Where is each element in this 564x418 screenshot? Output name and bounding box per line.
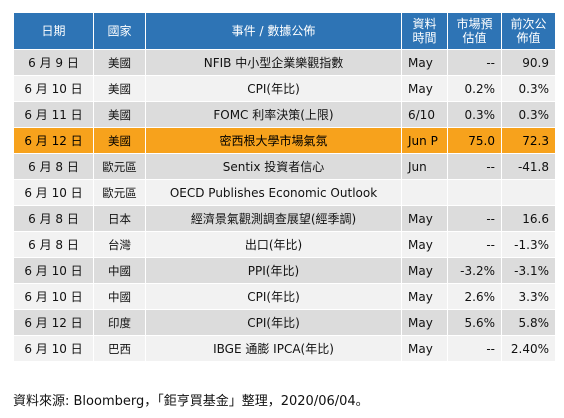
table-header: 日期 國家 事件 / 數據公佈 資料時間 市場預估值 前次公佈值 xyxy=(13,12,556,50)
cell-country: 台灣 xyxy=(93,231,146,258)
table-body: 6 月 9 日美國 NFIB 中小型企業樂觀指數 May -- 90.9 6 月 10 日… xyxy=(13,49,556,362)
table-row: 6 月 8 日台灣 出口(年比) May -- -1.3% xyxy=(13,231,556,258)
header-period-label: 資料時間 xyxy=(412,17,437,45)
cell-period: May xyxy=(401,335,448,362)
cell-previous xyxy=(501,179,556,206)
cell-country: 美國 xyxy=(93,49,146,76)
economic-calendar: 日期 國家 事件 / 數據公佈 資料時間 市場預估值 前次公佈值 6 月 9 日… xyxy=(13,12,556,362)
cell-event: NFIB 中小型企業樂觀指數 xyxy=(145,49,402,76)
cell-date: 6 月 8 日 xyxy=(13,205,94,232)
table-row: 6 月 12 日美國 密西根大學市場氣氛 Jun P 75.0 72.3 xyxy=(13,127,556,154)
cell-date: 6 月 12 日 xyxy=(13,127,94,154)
cell-previous: 72.3 xyxy=(501,127,556,154)
cell-country: 巴西 xyxy=(93,335,146,362)
table-row: 6 月 10 日巴西 IBGE 通膨 IPCA(年比) May -- 2.40% xyxy=(13,335,556,362)
cell-country: 歐元區 xyxy=(93,179,146,206)
header-estimate-label: 市場預估值 xyxy=(456,17,493,45)
cell-estimate: 2.6% xyxy=(447,283,502,310)
cell-period: May xyxy=(401,75,448,102)
cell-date: 6 月 9 日 xyxy=(13,49,94,76)
cell-previous: 0.3% xyxy=(501,101,556,128)
cell-date: 6 月 11 日 xyxy=(13,101,94,128)
table-row: 6 月 9 日美國 NFIB 中小型企業樂觀指數 May -- 90.9 xyxy=(13,49,556,76)
table-row: 6 月 10 日中國 PPI(年比) May -3.2% -3.1% xyxy=(13,257,556,284)
table-row: 6 月 10 日中國 CPI(年比) May 2.6% 3.3% xyxy=(13,283,556,310)
cell-event: 出口(年比) xyxy=(145,231,402,258)
table-row: 6 月 8 日歐元區 Sentix 投資者信心 Jun -- -41.8 xyxy=(13,153,556,180)
table-row: 6 月 10 日美國 CPI(年比) May 0.2% 0.3% xyxy=(13,75,556,102)
cell-estimate xyxy=(447,179,502,206)
cell-event: 密西根大學市場氣氛 xyxy=(145,127,402,154)
cell-period xyxy=(401,179,448,206)
cell-period: May xyxy=(401,49,448,76)
source-note: 資料來源: Bloomberg，「鉅亨買基金」整理，2020/06/04。 xyxy=(13,394,369,409)
header-row: 日期 國家 事件 / 數據公佈 資料時間 市場預估值 前次公佈值 xyxy=(13,12,556,50)
header-period: 資料時間 xyxy=(401,12,448,50)
cell-date: 6 月 10 日 xyxy=(13,257,94,284)
cell-event: 經濟景氣觀測調查展望(經季調) xyxy=(145,205,402,232)
cell-estimate: -- xyxy=(447,335,502,362)
cell-country: 美國 xyxy=(93,75,146,102)
table-row: 6 月 8 日日本 經濟景氣觀測調查展望(經季調) May -- 16.6 xyxy=(13,205,556,232)
cell-estimate: -3.2% xyxy=(447,257,502,284)
cell-date: 6 月 12 日 xyxy=(13,309,94,336)
cell-previous: 5.8% xyxy=(501,309,556,336)
header-date: 日期 xyxy=(13,12,94,50)
cell-country: 美國 xyxy=(93,127,146,154)
cell-date: 6 月 10 日 xyxy=(13,335,94,362)
table-row: 6 月 11 日美國 FOMC 利率決策(上限) 6/10 0.3% 0.3% xyxy=(13,101,556,128)
cell-estimate: -- xyxy=(447,205,502,232)
cell-previous: 90.9 xyxy=(501,49,556,76)
table-row: 6 月 10 日歐元區 OECD Publishes Economic Outlo… xyxy=(13,179,556,206)
cell-estimate: 0.3% xyxy=(447,101,502,128)
cell-date: 6 月 8 日 xyxy=(13,231,94,258)
cell-event: PPI(年比) xyxy=(145,257,402,284)
cell-estimate: 75.0 xyxy=(447,127,502,154)
cell-event: OECD Publishes Economic Outlook xyxy=(145,179,402,206)
cell-period: 6/10 xyxy=(401,101,448,128)
cell-event: CPI(年比) xyxy=(145,309,402,336)
cell-period: Jun P xyxy=(401,127,448,154)
cell-period: May xyxy=(401,205,448,232)
cell-country: 印度 xyxy=(93,309,146,336)
cell-estimate: -- xyxy=(447,231,502,258)
cell-country: 中國 xyxy=(93,283,146,310)
header-previous-label: 前次公佈值 xyxy=(510,17,547,45)
header-event: 事件 / 數據公佈 xyxy=(145,12,402,50)
cell-date: 6 月 8 日 xyxy=(13,153,94,180)
cell-date: 6 月 10 日 xyxy=(13,283,94,310)
cell-previous: -41.8 xyxy=(501,153,556,180)
cell-estimate: -- xyxy=(447,49,502,76)
header-country: 國家 xyxy=(93,12,146,50)
header-previous: 前次公佈值 xyxy=(501,12,556,50)
cell-country: 日本 xyxy=(93,205,146,232)
cell-previous: 0.3% xyxy=(501,75,556,102)
cell-previous: -3.1% xyxy=(501,257,556,284)
cell-country: 美國 xyxy=(93,101,146,128)
cell-date: 6 月 10 日 xyxy=(13,75,94,102)
cell-previous: -1.3% xyxy=(501,231,556,258)
cell-previous: 2.40% xyxy=(501,335,556,362)
header-estimate: 市場預估值 xyxy=(447,12,502,50)
cell-country: 中國 xyxy=(93,257,146,284)
cell-event: IBGE 通膨 IPCA(年比) xyxy=(145,335,402,362)
cell-event: CPI(年比) xyxy=(145,283,402,310)
cell-period: May xyxy=(401,283,448,310)
cell-previous: 3.3% xyxy=(501,283,556,310)
cell-previous: 16.6 xyxy=(501,205,556,232)
cell-estimate: -- xyxy=(447,153,502,180)
cell-country: 歐元區 xyxy=(93,153,146,180)
cell-estimate: 5.6% xyxy=(447,309,502,336)
cell-period: May xyxy=(401,309,448,336)
cell-event: FOMC 利率決策(上限) xyxy=(145,101,402,128)
cell-period: May xyxy=(401,257,448,284)
cell-event: CPI(年比) xyxy=(145,75,402,102)
cell-period: Jun xyxy=(401,153,448,180)
economic-calendar-table: 日期 國家 事件 / 數據公佈 資料時間 市場預估值 前次公佈值 6 月 9 日… xyxy=(13,12,556,362)
cell-estimate: 0.2% xyxy=(447,75,502,102)
cell-date: 6 月 10 日 xyxy=(13,179,94,206)
cell-event: Sentix 投資者信心 xyxy=(145,153,402,180)
table-row: 6 月 12 日印度 CPI(年比) May 5.6% 5.8% xyxy=(13,309,556,336)
cell-period: May xyxy=(401,231,448,258)
